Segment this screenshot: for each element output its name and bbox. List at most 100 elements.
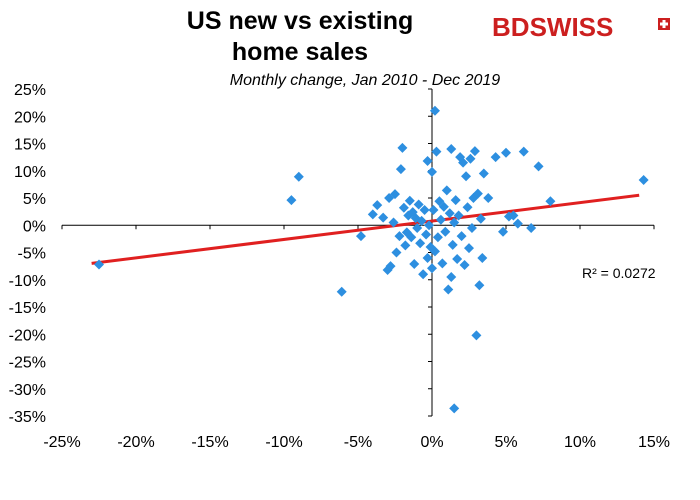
data-point	[461, 171, 472, 182]
data-point	[462, 202, 473, 213]
data-point	[421, 229, 432, 240]
data-point	[469, 146, 480, 157]
data-point	[446, 272, 457, 283]
data-point	[440, 226, 451, 237]
x-tick-label: -25%	[43, 434, 80, 451]
data-point	[447, 239, 458, 250]
scatter-points	[94, 105, 649, 414]
data-point	[427, 166, 437, 177]
data-point	[475, 213, 486, 224]
y-tick-label: 15%	[14, 137, 46, 154]
data-point	[422, 252, 433, 263]
logo-text: BDSWISS	[492, 12, 613, 42]
data-point	[431, 146, 442, 157]
data-point	[452, 254, 463, 265]
logo-text-bd: BD	[492, 12, 530, 42]
y-tick-label: -5%	[18, 246, 46, 263]
data-point	[435, 214, 446, 225]
tick-labels: 25% 20% 15% 10% 5% 0% -5% -10% -15% -20% -25% -30% -…	[9, 82, 670, 451]
data-point	[367, 209, 378, 220]
data-point	[429, 246, 440, 257]
data-point	[441, 185, 452, 196]
data-point	[397, 142, 408, 153]
data-point	[474, 280, 485, 291]
data-point	[400, 240, 411, 251]
data-point	[464, 243, 474, 254]
data-point	[478, 168, 489, 179]
data-point	[419, 204, 430, 215]
data-point	[503, 211, 514, 222]
y-tick-label: 20%	[14, 109, 46, 126]
data-point	[398, 202, 409, 213]
data-point	[518, 146, 529, 157]
data-point	[432, 232, 443, 243]
chart-subtitle: Monthly change, Jan 2010 - Dec 2019	[229, 72, 501, 89]
data-point	[391, 247, 402, 258]
data-point	[545, 196, 556, 207]
y-tick-label: -35%	[9, 409, 46, 426]
data-point	[533, 161, 544, 172]
y-tick-label: -30%	[9, 382, 46, 399]
data-point	[412, 222, 423, 233]
data-point	[286, 195, 297, 206]
data-point	[394, 231, 405, 242]
y-tick-label: -25%	[9, 355, 46, 372]
data-point	[453, 210, 464, 221]
y-tick-label: -20%	[9, 327, 46, 344]
data-point	[437, 258, 448, 269]
data-point	[415, 238, 426, 249]
data-point	[355, 231, 366, 242]
data-point	[416, 215, 427, 226]
y-tick-label: 10%	[14, 164, 46, 181]
data-point	[438, 201, 449, 212]
data-point	[94, 259, 104, 270]
y-tick-label: 25%	[14, 82, 46, 99]
data-point	[471, 330, 482, 341]
x-tick-label: -5%	[344, 434, 372, 451]
data-point	[424, 220, 435, 231]
data-point	[427, 263, 437, 274]
y-tick-label: -10%	[9, 273, 46, 290]
data-point	[406, 232, 417, 243]
data-point	[483, 193, 494, 203]
data-point	[449, 217, 460, 228]
data-point	[293, 171, 304, 182]
data-point	[418, 269, 429, 280]
data-point	[508, 210, 519, 221]
x-tick-label: -10%	[265, 434, 302, 451]
chart-title: US new vs existing home sales	[186, 7, 414, 66]
y-tick-label: -15%	[9, 300, 46, 317]
data-point	[413, 199, 424, 210]
data-point	[526, 222, 537, 233]
logo-text-swiss: SWISS	[530, 12, 614, 42]
data-point	[472, 188, 483, 199]
x-tick-label: 5%	[494, 434, 517, 451]
trendline-group	[91, 193, 640, 265]
x-tick-label: 15%	[638, 434, 670, 451]
data-point	[395, 164, 406, 175]
data-point	[385, 261, 396, 272]
x-tick-label: -15%	[191, 434, 228, 451]
data-point	[428, 204, 439, 215]
data-point	[449, 403, 460, 414]
data-point	[465, 153, 476, 164]
data-point	[501, 147, 511, 158]
data-point	[638, 175, 649, 186]
data-point	[450, 195, 461, 206]
data-point	[446, 143, 457, 154]
r-squared-label: R² = 0.0272	[582, 265, 656, 281]
data-point	[443, 284, 454, 295]
data-point	[429, 105, 440, 116]
swiss-cross-icon	[658, 18, 670, 30]
data-point	[459, 260, 470, 271]
data-point	[456, 231, 467, 242]
data-point	[498, 226, 509, 237]
x-tick-label: -20%	[117, 434, 154, 451]
data-point	[466, 222, 477, 233]
data-point	[409, 258, 420, 269]
data-point	[390, 189, 400, 200]
data-point	[422, 155, 433, 166]
data-point	[372, 200, 383, 211]
data-point	[378, 212, 389, 223]
